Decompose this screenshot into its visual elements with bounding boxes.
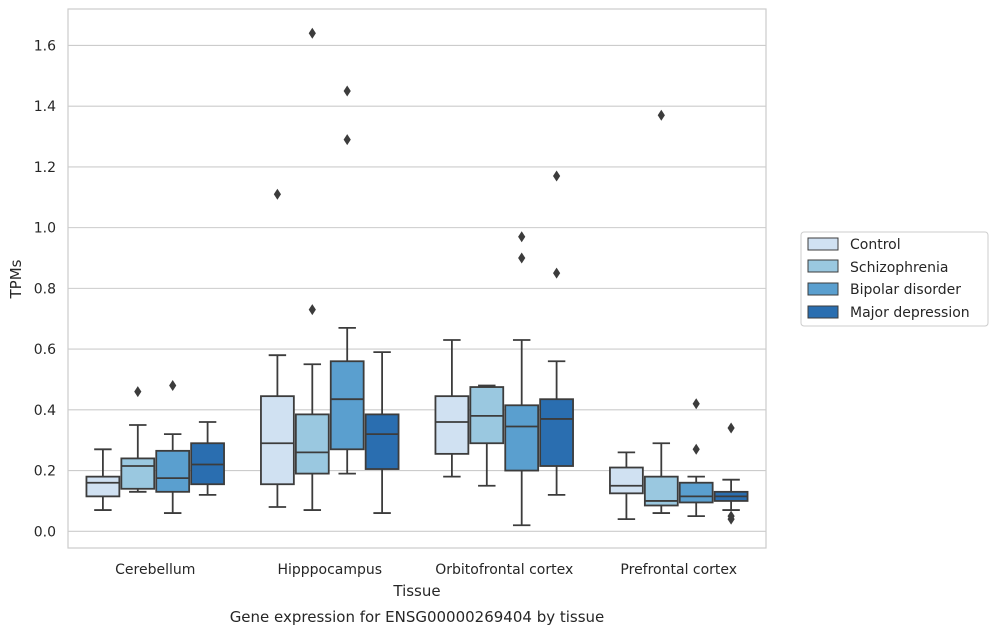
x-tick-labels: Cerebellum Hipppocampus Orbitofrontal cort…: [115, 562, 737, 578]
legend-swatch-schizophrenia: [807, 259, 839, 273]
legend-swatch-major-depression: [807, 305, 839, 319]
outlier-point: [692, 443, 700, 455]
box-control-prefrontal-cortex: [609, 451, 644, 521]
y-tick-label: 1.0: [34, 221, 56, 237]
x-axis-label: Tissue: [392, 582, 440, 600]
legend-label-schizophrenia: Schizophrenia: [850, 260, 948, 276]
box-major-depression-orbitofrontal-cortex: [539, 170, 574, 496]
outlier-point: [553, 267, 561, 279]
y-tick-label: 0.2: [34, 464, 56, 480]
legend-frame: [800, 231, 989, 327]
outlier-point: [518, 231, 526, 243]
y-tick-labels: 0.0 0.2 0.4 0.6 0.8 1.0 1.2 1.4 1.6: [34, 38, 56, 540]
box-iqr: [329, 360, 365, 451]
box-control-hipppocampus: [260, 188, 295, 508]
x-tick-label: Orbitofrontal cortex: [435, 562, 573, 578]
legend-label-major-depression: Major depression: [850, 305, 970, 321]
box-iqr: [260, 395, 295, 486]
outlier-point: [308, 304, 316, 316]
y-tick-label: 1.4: [34, 99, 56, 115]
legend: Control Schizophrenia Bipolar disorder M…: [800, 231, 989, 327]
box-bipolar-disorder-orbitofrontal-cortex: [504, 231, 540, 527]
box-iqr: [120, 457, 156, 490]
x-tick-label: Hipppocampus: [277, 562, 382, 578]
box-iqr: [434, 395, 470, 455]
outlier-point: [134, 386, 142, 398]
box-major-depression-hipppocampus: [364, 351, 400, 514]
box-iqr: [85, 475, 121, 498]
box-major-depression-prefrontal-cortex: [713, 422, 749, 525]
y-tick-label: 0.6: [34, 342, 56, 358]
x-tick-label: Prefrontal cortex: [620, 562, 737, 578]
box-bipolar-disorder-cerebellum: [155, 380, 191, 514]
outlier-point: [727, 422, 735, 434]
x-tick-label: Cerebellum: [115, 562, 195, 578]
outlier-point: [169, 380, 177, 392]
outlier-point: [308, 27, 316, 39]
y-tick-label: 0.0: [34, 524, 56, 540]
box-major-depression-cerebellum: [190, 421, 225, 496]
box-schizophrenia-hipppocampus: [294, 27, 330, 511]
box-control-cerebellum: [85, 448, 121, 511]
box-schizophrenia-cerebellum: [120, 386, 156, 493]
outlier-point: [273, 188, 281, 200]
grid-lines: [68, 44, 766, 532]
box-iqr: [364, 413, 400, 470]
box-iqr: [609, 466, 644, 495]
box-iqr: [539, 398, 574, 467]
legend-swatch-bipolar-disorder: [807, 282, 839, 296]
y-tick-label: 0.4: [34, 403, 56, 419]
outlier-point: [343, 85, 351, 97]
outlier-point: [518, 252, 526, 264]
box-iqr: [294, 413, 330, 475]
outlier-point: [727, 510, 735, 522]
box-bipolar-disorder-prefrontal-cortex: [678, 398, 714, 518]
box-schizophrenia-prefrontal-cortex: [643, 109, 679, 514]
y-tick-label: 1.2: [34, 160, 56, 176]
chart-caption: Gene expression for ENSG00000269404 by t…: [230, 608, 605, 626]
box-control-orbitofrontal-cortex: [434, 339, 470, 478]
box-bipolar-disorder-hipppocampus: [329, 85, 365, 475]
outlier-point: [553, 170, 561, 182]
box-series: [85, 27, 749, 527]
legend-swatch-control: [807, 237, 839, 251]
box-iqr: [155, 449, 191, 493]
box-schizophrenia-orbitofrontal-cortex: [469, 384, 505, 487]
outlier-point: [657, 109, 665, 121]
box-iqr: [678, 481, 714, 504]
box-iqr: [504, 404, 540, 472]
y-axis-label: TPMs: [7, 259, 25, 299]
plot-frame: [67, 8, 767, 549]
y-tick-label: 1.6: [34, 38, 56, 54]
outlier-point: [692, 398, 700, 410]
y-tick-label: 0.8: [34, 281, 56, 297]
outlier-point: [343, 134, 351, 146]
legend-label-bipolar-disorder: Bipolar disorder: [850, 282, 961, 298]
legend-label-control: Control: [850, 237, 901, 253]
